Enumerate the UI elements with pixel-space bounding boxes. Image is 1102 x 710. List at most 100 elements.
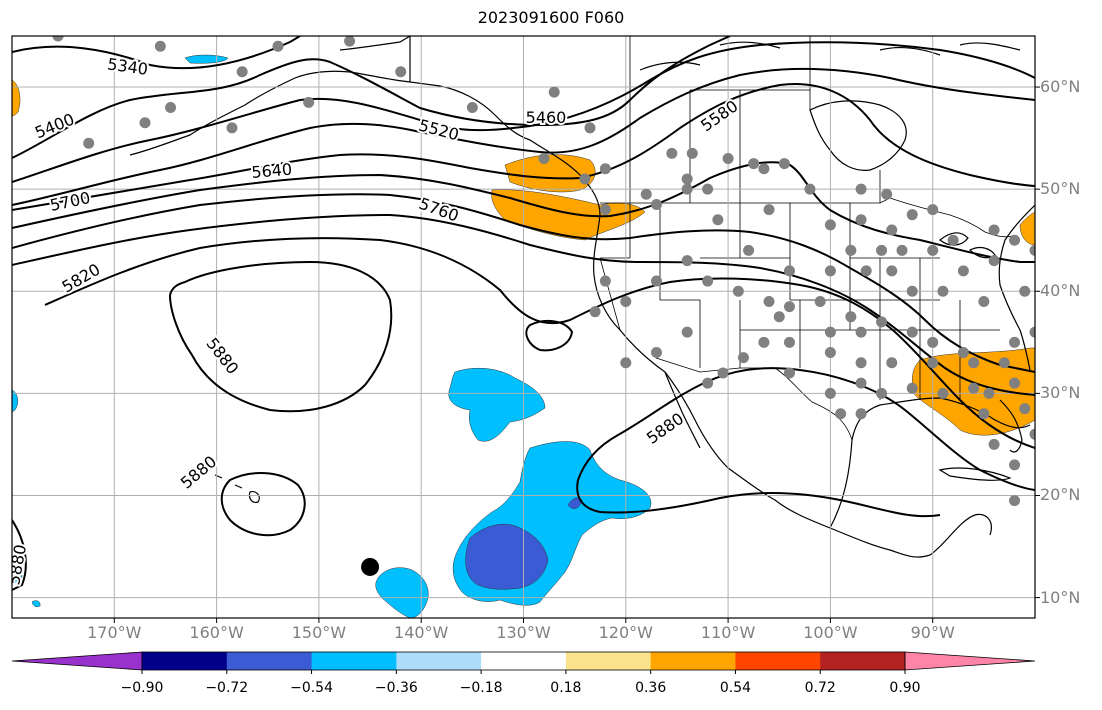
longitude-label: 120°W [598,623,653,642]
contour-5880-low-south [576,479,941,518]
yucatan-peninsula [929,513,992,556]
station-marker [824,219,836,231]
us-canada-border [600,197,1013,238]
station-marker [758,163,770,175]
contour-5400 [12,36,731,159]
station-marker [763,204,775,216]
station-marker [968,357,980,369]
colorbar-tick-label: 0.72 [804,680,836,696]
station-marker [763,295,775,307]
station-marker [681,255,693,267]
colorbar-tick-label: −0.36 [374,680,418,696]
station-marker [584,122,596,134]
map-gridlines [12,36,1035,618]
negative-anomaly-area [184,54,229,64]
florida-peninsula [999,399,1023,453]
station-marker [860,265,872,277]
station-marker [236,66,248,78]
positive-anomaly-area [1019,211,1035,246]
station-marker [835,408,847,420]
station-marker [743,244,755,256]
station-marker [758,336,770,348]
gulf-of-mexico-coast [829,397,1031,529]
station-marker [538,153,550,165]
station-marker [640,188,652,200]
station-marker [1029,244,1035,256]
colorbar-segment [565,652,652,670]
station-marker [737,352,749,364]
station-marker [906,382,918,394]
station-marker [702,275,714,287]
negative-anomaly-area [567,497,583,509]
contour-5460 [12,41,1035,183]
station-marker [466,101,478,113]
station-marker [876,244,888,256]
negative-anomaly-area [448,367,546,442]
station-marker [712,214,724,226]
station-marker [886,265,898,277]
station-marker [226,122,238,134]
station-marker [881,188,893,200]
cuba-island [938,467,1012,481]
contour-5760 [12,213,1035,396]
station-marker [906,209,918,221]
negative-anomaly-area [31,600,41,608]
contour-5880-small [525,319,574,352]
station-marker [681,183,693,195]
station-marker [681,173,693,185]
height-contours [12,36,1035,591]
station-marker [778,158,790,170]
north-america-west-coast [409,36,931,558]
station-marker [783,301,795,313]
station-marker [1009,336,1021,348]
station-marker [988,224,1000,236]
station-marker [686,147,698,159]
station-marker [824,326,836,338]
contour-label: 5640 [251,160,293,182]
colorbar-segment [481,652,567,670]
longitude-label: 110°W [700,623,756,642]
station-marker [855,377,867,389]
station-marker [666,147,678,159]
station-marker [1009,495,1021,507]
station-marker [957,347,969,359]
arctic-islands [639,41,1021,71]
station-marker [681,326,693,338]
latitude-label: 40°N [1040,281,1081,301]
contour-5880-east [577,367,1035,491]
colorbar-tick-label: −0.54 [290,680,333,696]
alaska-north-coast [339,36,411,51]
station-marker [937,387,949,399]
station-marker [845,244,857,256]
station-marker [978,408,990,420]
contour-5880-hawaii [220,472,306,537]
station-marker [344,36,356,47]
station-marker [855,408,867,420]
colorbar-tick-label: −0.72 [205,680,249,696]
colorbar [11,651,1036,674]
colorbar-segment [396,652,482,670]
station-marker [983,387,995,399]
station-marker [855,357,867,369]
station-marker [599,163,611,175]
station-marker [855,214,867,226]
station-marker [783,265,795,277]
colorbar-outline [141,651,906,671]
station-marker [988,255,1000,267]
political-borders [409,36,1013,441]
station-marker [303,96,315,108]
station-marker [876,387,888,399]
station-marker [814,295,826,307]
negative-anomaly-area [12,389,19,413]
colorbar-extend-low [11,651,143,671]
latitude-label: 20°N [1040,485,1081,505]
station-marker [824,347,836,359]
station-marker [855,326,867,338]
station-marker [620,357,632,369]
contour-label: 5460 [526,108,567,127]
station-marker [650,275,662,287]
station-marker [927,204,939,216]
station-marker [1019,403,1031,415]
station-marker [1029,326,1035,338]
